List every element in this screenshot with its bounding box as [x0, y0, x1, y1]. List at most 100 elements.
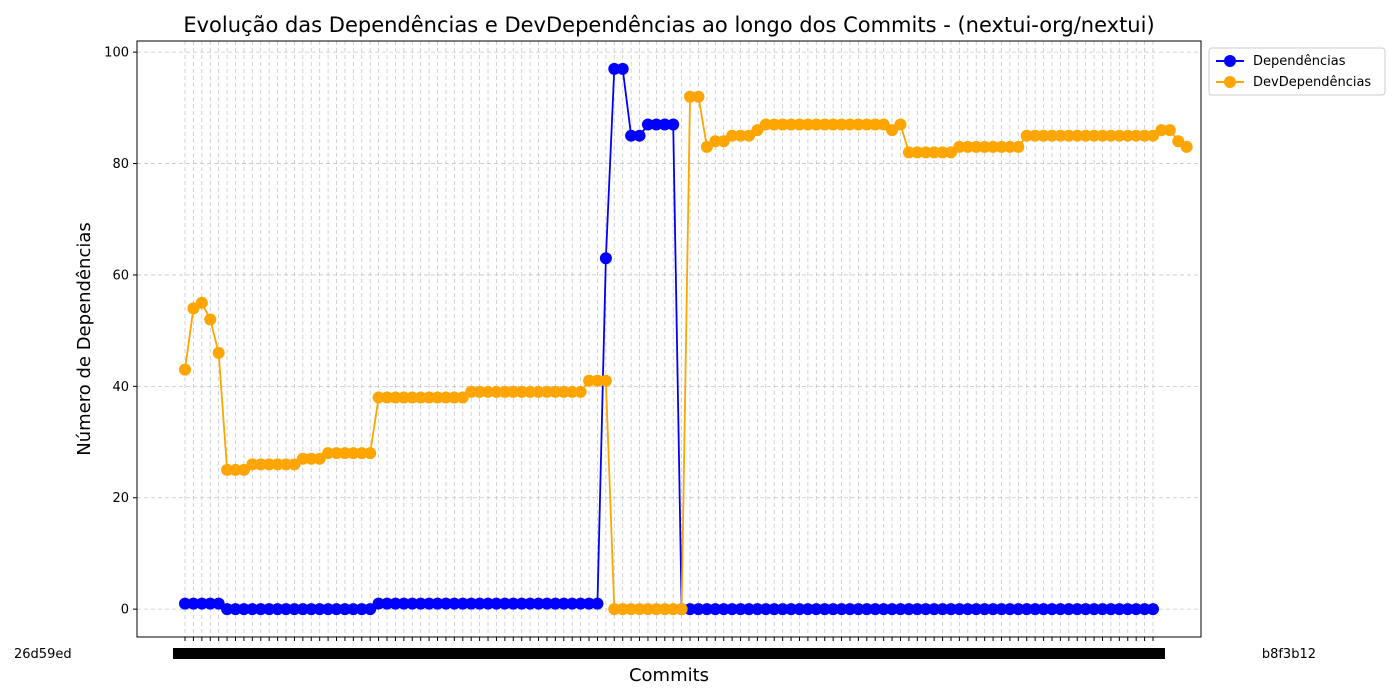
- data-point-devdependencias: [936, 146, 949, 159]
- data-point-dependencias: [1079, 603, 1092, 616]
- data-point-dependencias: [439, 597, 452, 610]
- data-point-devdependencias: [759, 118, 772, 131]
- data-point-dependencias: [1138, 603, 1151, 616]
- data-point-devdependencias: [254, 458, 267, 471]
- data-point-dependencias: [1020, 603, 1033, 616]
- data-point-devdependencias: [843, 118, 856, 131]
- data-point-dependencias: [347, 603, 360, 616]
- data-point-dependencias: [1096, 603, 1109, 616]
- y-tick-label: 80: [112, 157, 129, 172]
- data-point-devdependencias: [246, 458, 259, 471]
- y-tick-label: 100: [104, 46, 129, 61]
- data-point-devdependencias: [978, 140, 991, 153]
- y-tick-label: 20: [112, 491, 129, 506]
- data-point-dependencias: [549, 597, 562, 610]
- data-point-dependencias: [616, 62, 629, 75]
- data-point-devdependencias: [515, 385, 528, 398]
- data-point-dependencias: [195, 597, 208, 610]
- data-point-dependencias: [1147, 603, 1159, 616]
- data-point-devdependencias: [465, 385, 478, 398]
- data-point-dependencias: [1062, 603, 1075, 616]
- data-point-dependencias: [1130, 603, 1143, 616]
- data-point-dependencias: [608, 62, 621, 75]
- data-point-devdependencias: [785, 118, 798, 131]
- x-tick-labels-strip: [173, 648, 1165, 659]
- data-point-devdependencias: [1163, 124, 1176, 137]
- data-point-dependencias: [524, 597, 537, 610]
- data-point-dependencias: [583, 597, 596, 610]
- data-point-dependencias: [254, 603, 267, 616]
- data-point-dependencias: [768, 603, 781, 616]
- data-point-devdependencias: [970, 140, 983, 153]
- data-point-dependencias: [322, 603, 335, 616]
- data-point-devdependencias: [1138, 129, 1151, 142]
- data-point-devdependencias: [919, 146, 932, 159]
- data-point-dependencias: [448, 597, 461, 610]
- data-point-dependencias: [389, 597, 402, 610]
- data-point-devdependencias: [574, 385, 587, 398]
- data-point-dependencias: [936, 603, 949, 616]
- data-point-devdependencias: [658, 603, 671, 616]
- data-point-devdependencias: [532, 385, 545, 398]
- data-point-dependencias: [540, 597, 553, 610]
- data-point-devdependencias: [557, 385, 570, 398]
- data-point-dependencias: [338, 603, 351, 616]
- data-point-dependencias: [700, 603, 713, 616]
- data-point-dependencias: [465, 597, 478, 610]
- data-point-devdependencias: [498, 385, 511, 398]
- data-point-dependencias: [313, 603, 326, 616]
- legend-box: [1208, 47, 1386, 96]
- data-point-devdependencias: [195, 296, 208, 309]
- data-point-devdependencias: [1012, 140, 1025, 153]
- data-point-dependencias: [414, 597, 427, 610]
- data-point-dependencias: [330, 603, 343, 616]
- data-point-dependencias: [229, 603, 242, 616]
- data-point-dependencias: [221, 603, 234, 616]
- data-point-devdependencias: [616, 603, 629, 616]
- legend: Dependências DevDependências: [1208, 47, 1386, 96]
- data-point-devdependencias: [473, 385, 486, 398]
- x-axis-label: Commits: [629, 665, 709, 686]
- data-point-devdependencias: [894, 118, 907, 131]
- data-point-dependencias: [726, 603, 739, 616]
- data-point-devdependencias: [204, 313, 217, 326]
- data-point-devdependencias: [1096, 129, 1109, 142]
- data-point-dependencias: [641, 118, 654, 131]
- data-point-dependencias: [1121, 603, 1134, 616]
- data-point-devdependencias: [406, 391, 419, 404]
- data-point-devdependencias: [355, 447, 368, 460]
- data-point-devdependencias: [726, 129, 739, 142]
- chart-title: Evolução das Dependências e DevDependênc…: [183, 13, 1154, 37]
- data-point-devdependencias: [734, 129, 747, 142]
- data-point-devdependencias: [1180, 140, 1193, 153]
- data-point-devdependencias: [835, 118, 848, 131]
- data-point-dependencias: [423, 597, 436, 610]
- data-point-devdependencias: [524, 385, 537, 398]
- data-point-dependencias: [431, 597, 444, 610]
- data-point-devdependencias: [768, 118, 781, 131]
- data-point-devdependencias: [860, 118, 873, 131]
- data-point-dependencias: [515, 597, 528, 610]
- data-point-dependencias: [978, 603, 991, 616]
- data-point-devdependencias: [953, 140, 966, 153]
- data-point-dependencias: [843, 603, 856, 616]
- data-point-devdependencias: [911, 146, 924, 159]
- data-point-devdependencias: [1121, 129, 1134, 142]
- axes-layer: 0 20 40 60 80 100 26d59ed b8f3b12: [14, 40, 1316, 662]
- data-point-dependencias: [785, 603, 798, 616]
- data-point-dependencias: [246, 603, 259, 616]
- data-point-devdependencias: [633, 603, 646, 616]
- data-point-devdependencias: [1088, 129, 1101, 142]
- data-point-devdependencias: [212, 346, 225, 359]
- series-line-devdependencias: [184, 95, 1188, 611]
- data-point-devdependencias: [540, 385, 553, 398]
- data-point-devdependencias: [372, 391, 385, 404]
- data-point-dependencias: [852, 603, 865, 616]
- data-point-dependencias: [944, 603, 957, 616]
- data-point-devdependencias: [1113, 129, 1126, 142]
- data-point-devdependencias: [179, 363, 191, 376]
- data-point-dependencias: [204, 597, 217, 610]
- data-point-devdependencias: [987, 140, 1000, 153]
- data-point-dependencias: [625, 129, 638, 142]
